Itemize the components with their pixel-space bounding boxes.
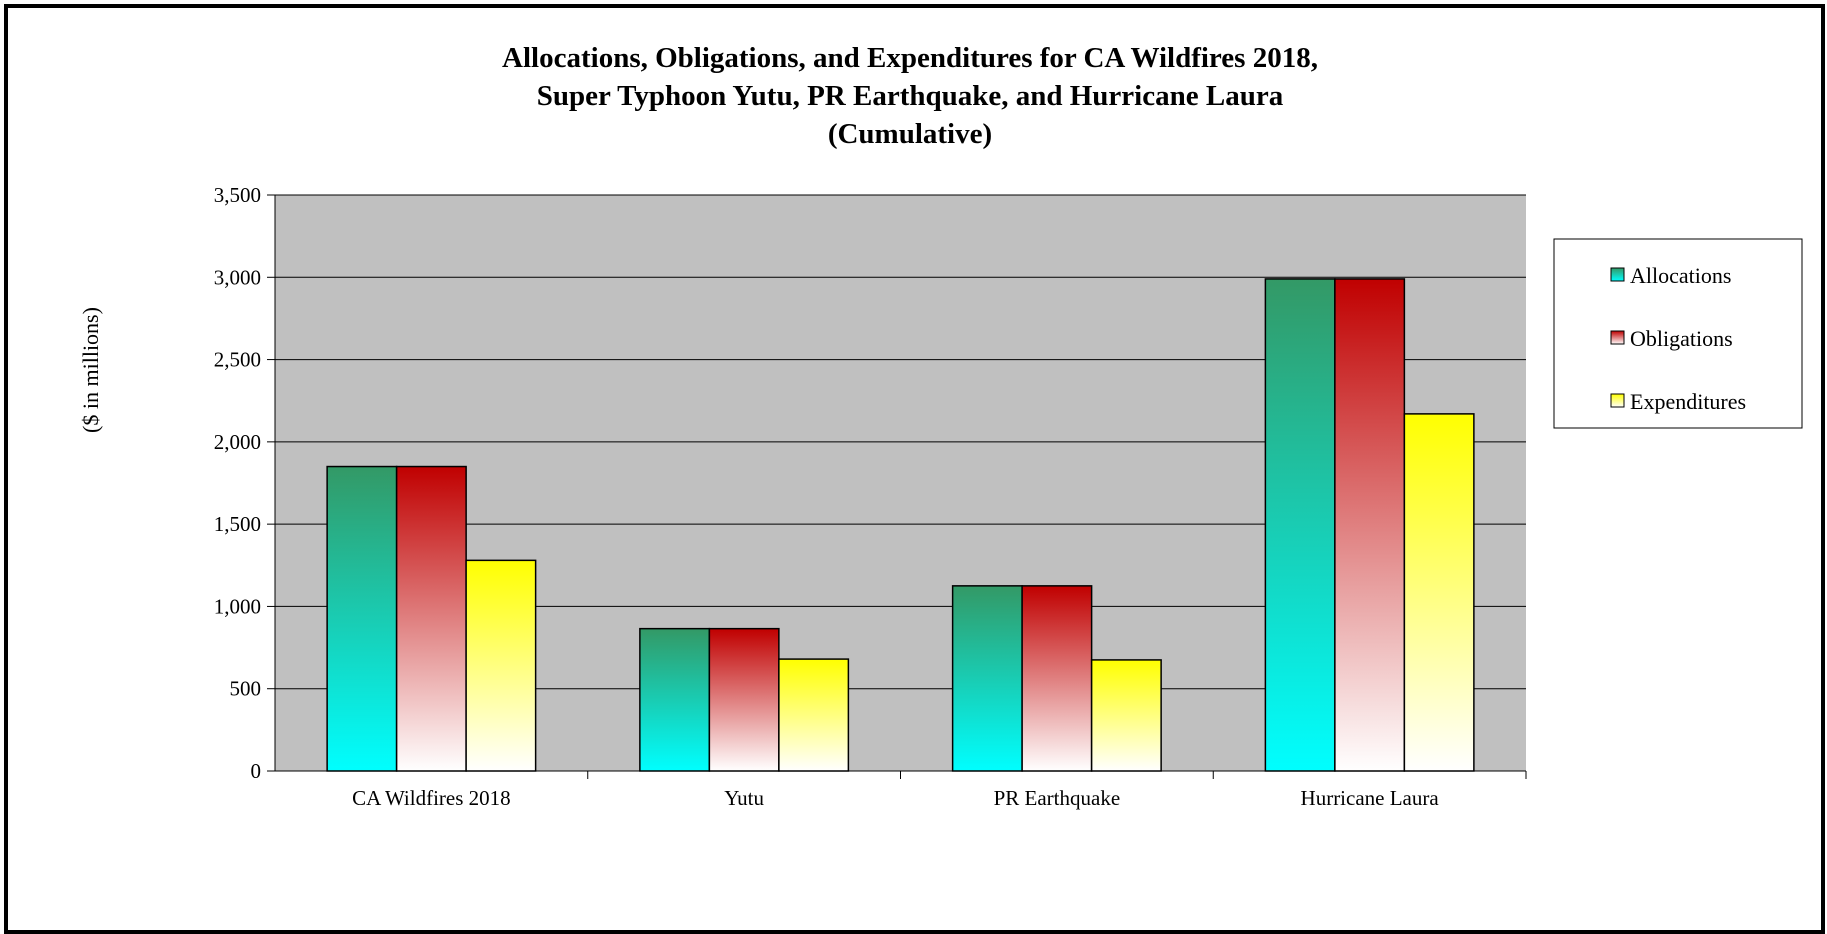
chart-title-line-1: Allocations, Obligations, and Expenditur… [502, 42, 1318, 74]
x-tick-label: PR Earthquake [994, 786, 1121, 810]
bar-obligations-pr-earthquake [1021, 585, 1093, 772]
x-tick-label: CA Wildfires 2018 [352, 786, 511, 810]
bar-expenditures-hurricane-laura [1403, 413, 1475, 772]
legend-label-expenditures: Expenditures [1630, 389, 1746, 414]
y-tick-label: 2,000 [214, 430, 261, 454]
chart-canvas: Allocations, Obligations, and Expenditur… [78, 42, 1803, 810]
y-tick-label: 3,500 [214, 183, 261, 207]
bar-allocations-ca-wildfires-2018 [326, 465, 398, 772]
chart-title-line-3: (Cumulative) [828, 118, 992, 150]
bar-allocations-yutu [639, 627, 711, 772]
bar-allocations-hurricane-laura [1264, 278, 1336, 772]
legend-label-allocations: Allocations [1630, 263, 1731, 288]
legend-swatch-allocations [1610, 267, 1625, 282]
bar-allocations-pr-earthquake [951, 585, 1023, 772]
legend-swatch-expenditures [1610, 393, 1625, 408]
y-tick-label: 1,500 [214, 512, 261, 536]
y-axis-title: ($ in millions) [78, 307, 103, 433]
y-tick-label: 3,000 [214, 265, 261, 289]
bar-expenditures-pr-earthquake [1090, 659, 1162, 772]
y-tick-labels: 0 500 1,000 1,500 2,000 2,500 3,000 3,500 [214, 183, 261, 783]
y-tick-label: 500 [230, 677, 262, 701]
bar-expenditures-ca-wildfires-2018 [465, 559, 537, 772]
bar-obligations-yutu [708, 627, 780, 772]
y-tick-label: 0 [251, 759, 262, 783]
bar-obligations-ca-wildfires-2018 [395, 465, 467, 772]
chart-frame: Allocations, Obligations, and Expenditur… [4, 4, 1825, 934]
x-tick-labels: CA Wildfires 2018 Yutu PR Earthquake Hurric… [352, 786, 1439, 810]
bar-expenditures-yutu [778, 658, 850, 772]
x-tick-label: Hurricane Laura [1301, 786, 1440, 810]
legend-label-obligations: Obligations [1630, 326, 1733, 351]
axes [267, 194, 1527, 779]
legend-box [1553, 238, 1803, 429]
x-tick-label: Yutu [724, 786, 764, 810]
bar-obligations-hurricane-laura [1334, 278, 1406, 772]
y-tick-label: 1,000 [214, 594, 261, 618]
chart-title-line-2: Super Typhoon Yutu, PR Earthquake, and H… [537, 80, 1284, 112]
y-tick-label: 2,500 [214, 348, 261, 372]
legend: Allocations Obligations Expenditures [1553, 238, 1803, 429]
legend-swatch-obligations [1610, 330, 1625, 345]
